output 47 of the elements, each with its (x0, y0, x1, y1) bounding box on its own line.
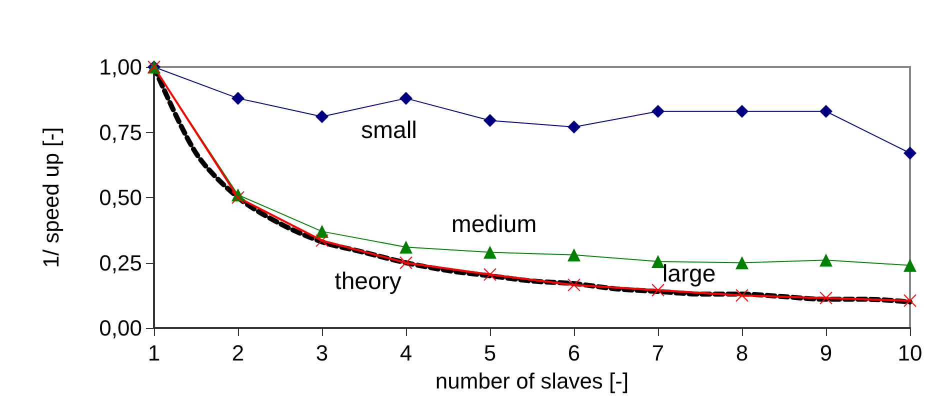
point (232, 92, 244, 105)
point (316, 224, 328, 238)
point (400, 240, 412, 254)
series-label: large (662, 260, 716, 288)
y-tick-label: 0,75 (99, 120, 142, 145)
point (904, 258, 916, 272)
x-tick-label: 3 (316, 340, 328, 366)
point (820, 291, 832, 304)
series-label: medium (451, 210, 537, 238)
point (400, 256, 412, 270)
x-tick-label: 2 (232, 340, 244, 366)
x-tick-label: 9 (820, 340, 832, 366)
point (652, 254, 664, 268)
point (652, 284, 664, 297)
x-axis-title: number of slaves [-] (435, 368, 629, 394)
point (316, 234, 328, 248)
point (736, 104, 748, 118)
point (904, 146, 916, 160)
point (652, 104, 664, 118)
x-tick-label: 8 (736, 340, 748, 366)
point (484, 268, 496, 281)
point (736, 256, 748, 270)
x-tick-label: 7 (652, 340, 664, 366)
x-tick-label: 6 (568, 340, 580, 366)
point (568, 248, 580, 262)
point (400, 92, 412, 105)
y-tick-label: 0,50 (99, 185, 142, 210)
x-tick-label: 10 (898, 340, 922, 366)
point (484, 114, 496, 128)
point (232, 191, 244, 204)
x-tick-label: 1 (148, 340, 160, 366)
point (820, 104, 832, 118)
y-tick-label: 0,25 (99, 250, 142, 276)
x-tick-label: 5 (484, 340, 496, 366)
point (820, 254, 832, 267)
series-label: theory (334, 268, 402, 295)
y-tick-label: 1,00 (99, 54, 142, 80)
point (904, 294, 916, 308)
point (484, 246, 496, 259)
y-axis-title: 1/ speed up [-] (38, 127, 64, 268)
point (568, 278, 580, 292)
series-label: small (360, 117, 418, 144)
point (736, 288, 748, 302)
point (568, 120, 580, 134)
x-tick-label: 4 (400, 340, 412, 366)
y-tick-label: 0,00 (99, 316, 142, 340)
point (316, 110, 328, 124)
